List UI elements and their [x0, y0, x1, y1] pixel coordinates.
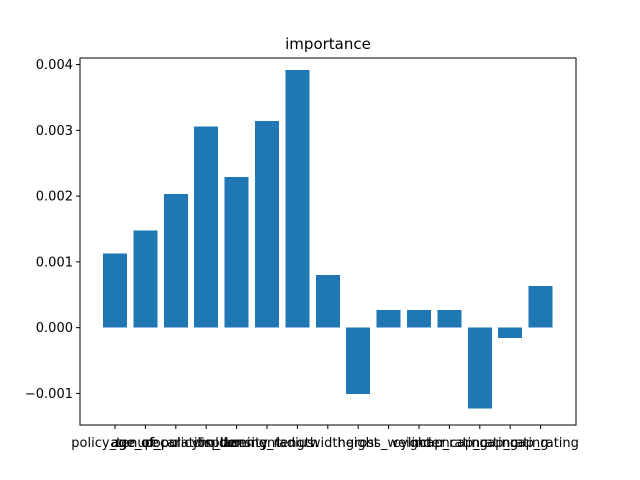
bar-7	[315, 275, 340, 328]
bar-12	[467, 327, 492, 409]
bar-1	[133, 230, 158, 328]
x-tick-label-9: gross_weight	[346, 436, 431, 451]
y-tick-label-0: −0.001	[25, 387, 73, 402]
bar-13	[498, 327, 523, 339]
x-tick-label-0: policy_tenure	[71, 436, 158, 451]
bar-2	[163, 194, 188, 328]
bar-11	[437, 309, 462, 328]
bar-0	[103, 253, 127, 328]
x-tick-label-13: ncap_rating	[472, 436, 549, 451]
chart-title: importance	[285, 35, 371, 53]
y-tick-label-4: 0.003	[36, 124, 73, 139]
bar-10	[407, 309, 431, 328]
y-tick-label-1: 0.000	[36, 321, 73, 336]
x-tick-label-11: ncap_rating	[411, 436, 488, 451]
y-tick-label-5: 0.004	[36, 58, 73, 73]
bar-6	[285, 69, 310, 328]
x-tick-label-4: displacement	[193, 436, 281, 451]
bar-9	[376, 309, 401, 328]
x-tick-label-10: cylinder	[393, 436, 446, 451]
bar-4	[224, 177, 249, 328]
x-tick-label-8: height	[337, 436, 378, 451]
bar-3	[194, 126, 219, 328]
bar-14	[528, 286, 553, 328]
x-tick-label-2: age_of_policyholder	[111, 436, 241, 451]
x-tick-label-14: ncap_rating	[502, 436, 579, 451]
x-axis: policy_tenureage_of_carage_of_policyhold…	[71, 425, 579, 451]
bar-5	[255, 121, 279, 328]
x-tick-label-3: population_density	[145, 436, 269, 451]
y-axis: −0.001 0.000 0.001 0.002 0.003 0.004	[25, 58, 80, 402]
plot-frame	[79, 57, 577, 426]
x-tick-label-6: length	[277, 436, 318, 451]
x-tick-label-7: width	[310, 436, 346, 451]
bar-8	[346, 327, 371, 395]
y-tick-label-3: 0.002	[36, 190, 73, 205]
x-tick-label-1: age_of_car	[110, 436, 181, 451]
x-tick-label-5: turning_radius	[220, 436, 314, 451]
bars-group	[103, 69, 553, 409]
x-tick-label-12: ncap_rating	[441, 436, 518, 451]
y-tick-label-2: 0.001	[36, 255, 73, 270]
